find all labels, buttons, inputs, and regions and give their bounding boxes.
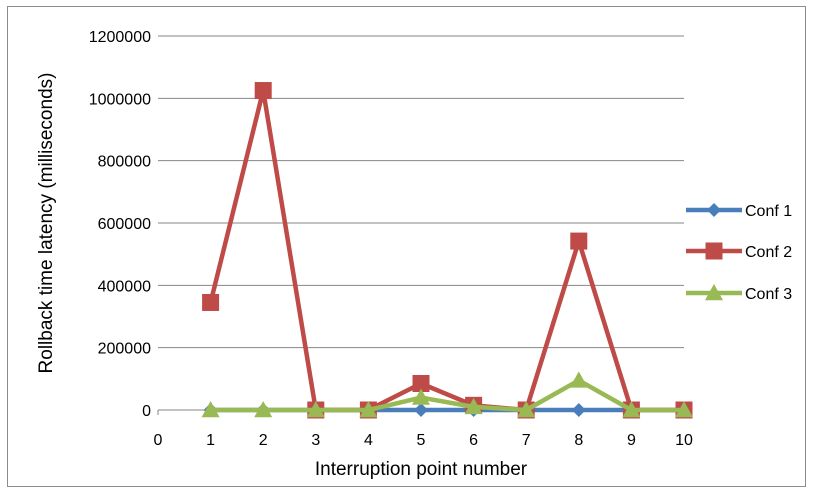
- legend-marker: [705, 284, 723, 301]
- x-tick-label: 6: [469, 432, 478, 449]
- x-tick-label: 0: [154, 432, 163, 449]
- data-point-conf-3: [306, 401, 325, 418]
- x-axis-title: Interruption point number: [315, 459, 528, 480]
- y-axis-ticks: 0 200000 400000 600000 800000 1000000 1200000: [89, 29, 151, 420]
- data-point-conf-3: [412, 388, 430, 405]
- y-tick-label: 600000: [98, 216, 151, 233]
- x-tick-label: 3: [311, 432, 320, 449]
- legend-item-conf-1: Conf 1: [686, 203, 792, 220]
- x-axis-ticks: 0 1 2 3 4 5 6 7 8 9 10: [154, 410, 693, 449]
- x-tick-label: 7: [522, 432, 531, 449]
- legend-marker: [705, 242, 723, 260]
- gridlines: [158, 35, 684, 411]
- legend-item-conf-2: Conf 2: [686, 242, 792, 261]
- data-point-conf-3: [517, 401, 536, 418]
- series-conf-2: [202, 82, 693, 419]
- data-point-conf-3: [569, 371, 588, 388]
- x-tick-label: 1: [206, 432, 215, 449]
- legend: Conf 1 Conf 2 Conf 3: [686, 203, 792, 303]
- legend-label: Conf 3: [745, 286, 792, 303]
- x-tick-label: 4: [364, 432, 373, 449]
- series-line-conf-3: [210, 378, 684, 413]
- legend-label: Conf 2: [745, 244, 792, 261]
- x-tick-label: 8: [574, 432, 583, 449]
- y-tick-label: 400000: [98, 278, 151, 295]
- data-point-conf-3: [254, 401, 273, 418]
- data-point-conf-3: [464, 397, 483, 415]
- series-line-conf-2: [208, 88, 684, 413]
- x-tick-label: 10: [675, 432, 693, 449]
- x-tick-label: 9: [627, 432, 636, 449]
- legend-label: Conf 1: [745, 203, 792, 220]
- data-point-conf-3: [359, 401, 378, 418]
- series-conf-3: [201, 371, 693, 418]
- data-point-conf-3: [201, 401, 220, 418]
- data-point-conf-2: [570, 232, 588, 250]
- data-point-conf-1: [414, 403, 428, 417]
- x-tick-label: 5: [417, 432, 426, 449]
- y-tick-label: 1200000: [89, 29, 151, 46]
- series-layer: [201, 82, 693, 419]
- x-tick-label: 2: [259, 432, 268, 449]
- data-point-conf-2: [254, 82, 272, 100]
- data-point-conf-3: [675, 401, 693, 418]
- y-tick-label: 200000: [98, 341, 151, 358]
- y-tick-label: 0: [142, 403, 151, 420]
- y-tick-label: 800000: [98, 154, 151, 171]
- data-point-conf-1: [571, 403, 586, 417]
- y-tick-label: 1000000: [89, 91, 151, 108]
- legend-marker: [707, 203, 721, 217]
- chart-frame: [7, 6, 806, 487]
- data-point-conf-2: [412, 375, 430, 393]
- legend-item-conf-3: Conf 3: [686, 284, 792, 303]
- data-point-conf-2: [202, 293, 220, 311]
- y-axis-title: Rollback time latency (milliseconds): [36, 73, 57, 374]
- data-point-conf-3: [622, 401, 641, 418]
